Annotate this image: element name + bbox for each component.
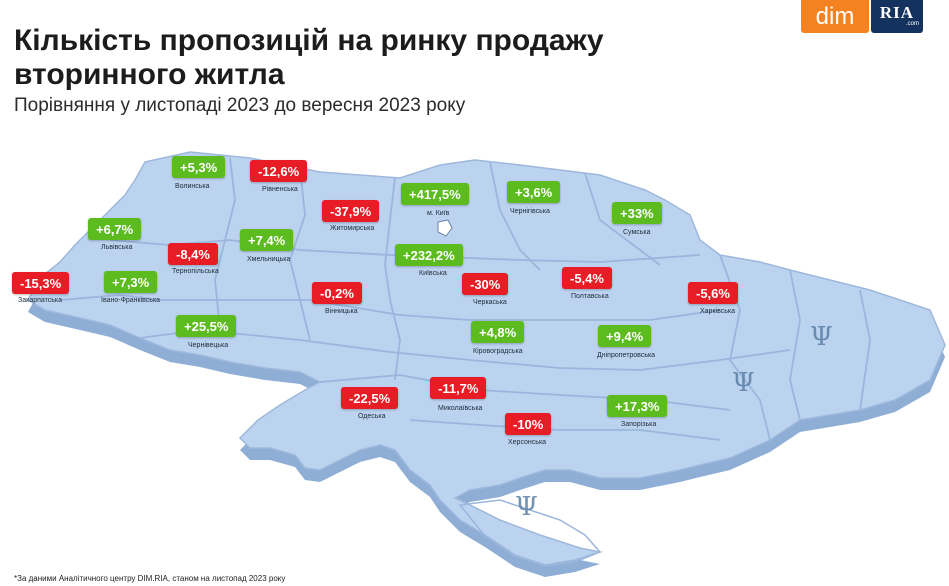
region-name-dnipropetrovska: Дніпропетровська bbox=[597, 352, 656, 359]
region-name-kharkivska: Харківська bbox=[700, 308, 735, 315]
region-name-ternopilska: Тернопільська bbox=[172, 268, 219, 275]
page-title: Кількість пропозицій на ринку продажу вт… bbox=[14, 24, 604, 91]
ria-logo-text: RIA bbox=[879, 3, 915, 22]
region-name-vinnytska: Вінницька bbox=[325, 308, 358, 315]
region-badge-vinnytska: -0,2% bbox=[312, 282, 362, 304]
region-name-sumska: Сумська bbox=[623, 229, 651, 236]
map-land bbox=[26, 151, 946, 566]
ria-logo[interactable]: RIA .com bbox=[871, 0, 923, 33]
region-name-kyivska: Київська bbox=[419, 270, 447, 277]
crimea-shape bbox=[458, 499, 602, 567]
region-name-ivano-frankivska: Івано-Франківська bbox=[101, 297, 161, 304]
page-subtitle: Порівняння у листопаді 2023 до вересня 2… bbox=[14, 95, 466, 116]
region-badge-lvivska: +6,7% bbox=[88, 218, 142, 240]
trident-icon: Ψ bbox=[810, 322, 833, 352]
region-badge-poltavska: -5,4% bbox=[562, 267, 612, 289]
region-badge-zhytomyrska: -37,9% bbox=[322, 200, 380, 222]
region-badge-odeska: -22,5% bbox=[341, 387, 399, 409]
region-badge-kirovohradska: +4,8% bbox=[471, 321, 525, 343]
region-badge-ternopilska: -8,4% bbox=[168, 243, 218, 265]
region-badge-khersonska: -10% bbox=[505, 413, 552, 435]
region-badge-chernivetska: +25,5% bbox=[176, 315, 237, 337]
region-badge-khmelnytska: +7,4% bbox=[240, 229, 294, 251]
region-name-lvivska: Львівська bbox=[101, 244, 133, 251]
region-name-khersonska: Херсонська bbox=[508, 439, 547, 446]
region-badge-mykolaivska: -11,7% bbox=[430, 377, 487, 399]
region-badge-kyivska: +232,2% bbox=[395, 244, 463, 266]
region-badge-zaporizka: +17,3% bbox=[607, 395, 668, 417]
region-badge-kyiv-city: +417,5% bbox=[401, 183, 469, 205]
trident-icon: Ψ bbox=[515, 492, 538, 522]
region-badge-chernihivska: +3,6% bbox=[507, 181, 561, 203]
region-badge-zakarpatska: -15,3% bbox=[12, 272, 70, 294]
region-name-cherkaska: Черкаська bbox=[473, 299, 507, 306]
region-name-chernihivska: Чернігівська bbox=[510, 208, 550, 215]
region-badge-rivnenska: -12,6% bbox=[250, 160, 308, 182]
region-badge-sumska: +33% bbox=[612, 202, 662, 224]
region-name-zaporizka: Запорізька bbox=[621, 421, 657, 428]
region-name-kirovohradska: Кіровоградська bbox=[473, 348, 523, 355]
region-name-kyiv-city: м. Київ bbox=[427, 210, 450, 217]
trident-icon: Ψ bbox=[732, 368, 755, 398]
region-name-rivnenska: Рівненська bbox=[262, 186, 298, 193]
region-badge-ivano-frankivska: +7,3% bbox=[104, 271, 158, 293]
region-name-khmelnytska: Хмельницька bbox=[247, 256, 291, 263]
dim-logo[interactable]: dim bbox=[801, 0, 869, 33]
region-badge-volynska: +5,3% bbox=[172, 156, 226, 178]
region-name-chernivetska: Чернівецька bbox=[188, 342, 229, 349]
source-footnote: *За даними Аналітичного центру DIM.RIA, … bbox=[14, 574, 286, 583]
region-name-odeska: Одеська bbox=[358, 413, 386, 420]
kyiv-city-shape bbox=[437, 219, 453, 237]
region-name-zhytomyrska: Житомирська bbox=[330, 225, 375, 232]
region-badge-cherkaska: -30% bbox=[462, 273, 509, 295]
region-name-volynska: Волинська bbox=[175, 183, 210, 190]
region-badge-dnipropetrovska: +9,4% bbox=[598, 325, 652, 347]
region-name-mykolaivska: Миколаївська bbox=[438, 405, 483, 412]
region-badge-kharkivska: -5,6% bbox=[688, 282, 738, 304]
region-name-zakarpatska: Закарпатська bbox=[18, 297, 63, 304]
ria-logo-domain: .com bbox=[905, 21, 919, 27]
region-name-poltavska: Полтавська bbox=[571, 293, 609, 300]
